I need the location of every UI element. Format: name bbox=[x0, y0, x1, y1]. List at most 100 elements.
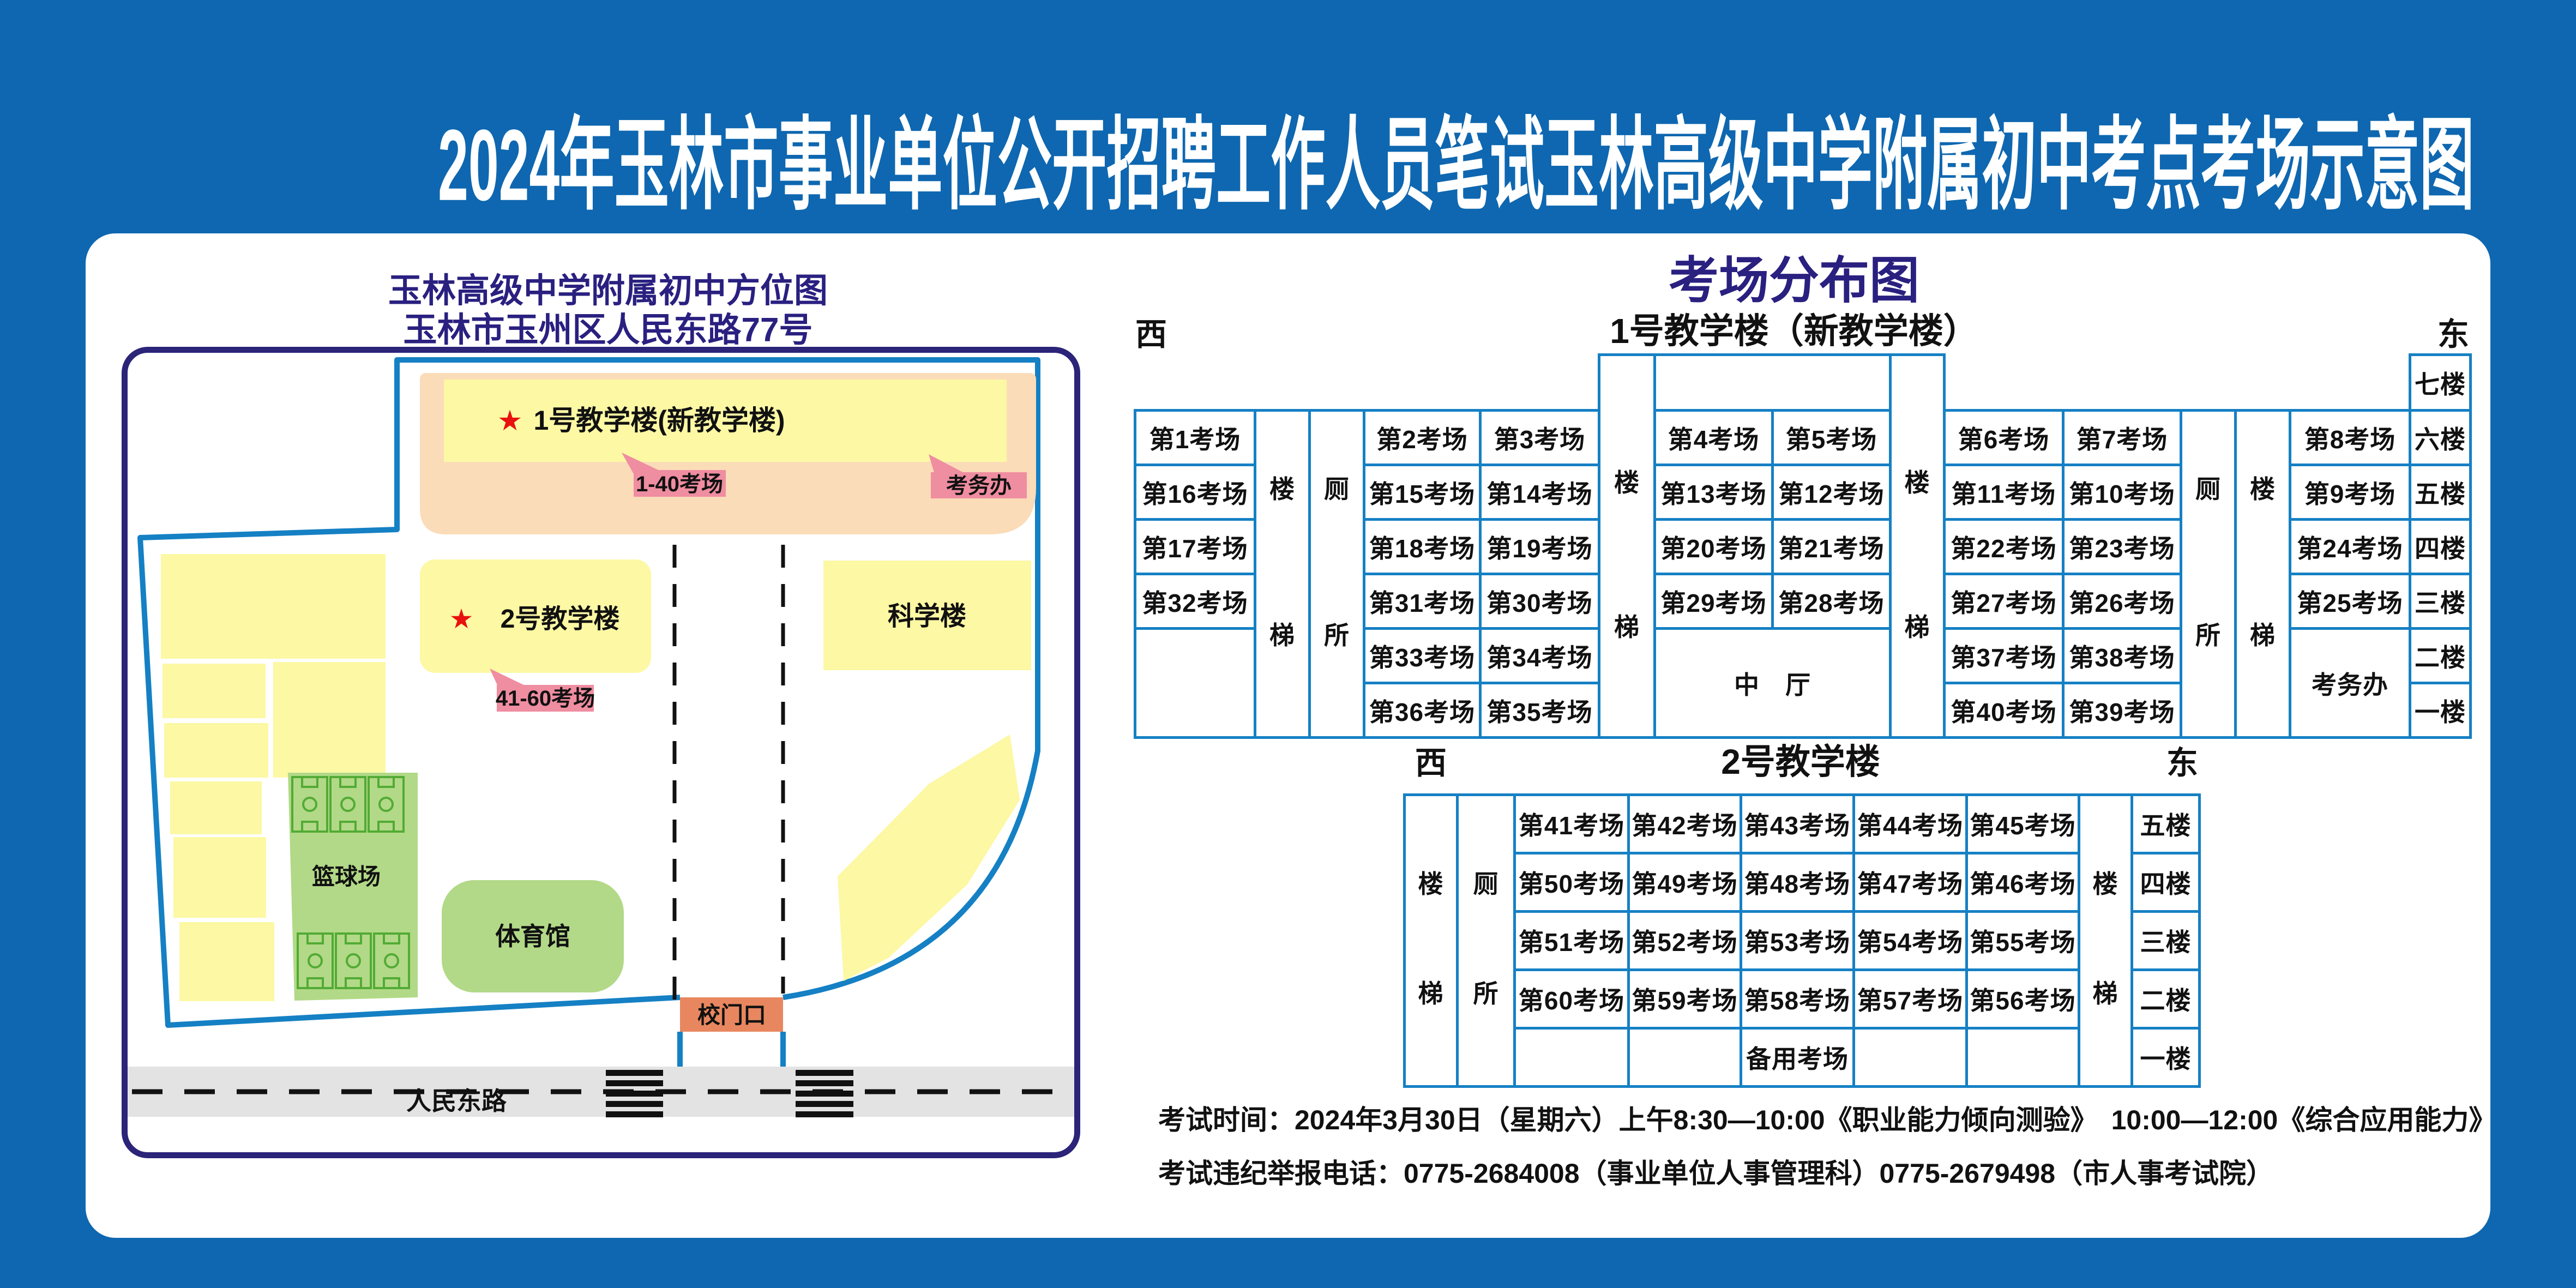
room-cell: 第19考场 bbox=[1479, 518, 1600, 575]
building2-label: 2号教学楼 bbox=[501, 605, 620, 634]
basketball-court-icon bbox=[335, 932, 372, 989]
floor-label: 四楼 bbox=[2409, 518, 2472, 575]
floor-label: 二楼 bbox=[2409, 627, 2472, 684]
room-cell: 第60考场 bbox=[1513, 968, 1630, 1030]
room-cell: 第7考场 bbox=[2062, 409, 2182, 466]
building-block bbox=[162, 664, 266, 718]
room-cell: 第15考场 bbox=[1363, 464, 1482, 521]
school-gate-label: 校门口 bbox=[697, 1002, 766, 1028]
room-cell: 第58考场 bbox=[1740, 968, 1855, 1030]
vertical-char: 所 bbox=[1473, 979, 1499, 1008]
room-cell: 第2考场 bbox=[1363, 409, 1482, 466]
vertical-char: 楼 bbox=[2092, 869, 2118, 898]
road-name-label: 人民东路 bbox=[406, 1087, 507, 1115]
room-cell: 第26考场 bbox=[2062, 573, 2182, 630]
room-cell: 第34考场 bbox=[1479, 627, 1600, 684]
vertical-char: 厕 bbox=[1324, 475, 1350, 503]
building-block bbox=[273, 662, 386, 778]
room-cell: 第25考场 bbox=[2289, 573, 2411, 630]
exam-time-info: 考试时间：2024年3月30日（星期六）上午8:30—10:00《职业能力倾向测… bbox=[1158, 1105, 2496, 1135]
room-cell: 第37考场 bbox=[1943, 627, 2065, 684]
room-cell: 第36考场 bbox=[1363, 682, 1482, 739]
room-cell: 第45考场 bbox=[1965, 793, 2080, 854]
school-gate-box bbox=[680, 997, 783, 1032]
rooms-1-40-label-box bbox=[634, 470, 726, 497]
room-cell: 第11考场 bbox=[1943, 464, 2065, 521]
building2-table-title: 2号教学楼 bbox=[1721, 742, 1880, 781]
room-cell: 第4考场 bbox=[1653, 409, 1774, 466]
basketball-label: 篮球场 bbox=[312, 864, 381, 889]
distribution-title: 考场分布图 bbox=[1668, 253, 1919, 309]
room-cell: 第47考场 bbox=[1852, 852, 1968, 913]
callout-wedge bbox=[490, 669, 532, 689]
floor-label: 四楼 bbox=[2130, 852, 2201, 913]
floor-label: 三楼 bbox=[2130, 910, 2201, 971]
floor-label: 二楼 bbox=[2130, 968, 2201, 1030]
vertical-char: 楼 bbox=[1418, 869, 1444, 898]
floor-label: 一楼 bbox=[2130, 1027, 2201, 1088]
map-title-line2: 玉林市玉州区人民东路77号 bbox=[403, 311, 813, 349]
floor-label: 五楼 bbox=[2409, 464, 2472, 521]
building2-rect bbox=[420, 559, 651, 673]
room-cell: 第43考场 bbox=[1740, 793, 1855, 854]
empty-room-cell bbox=[1627, 1027, 1742, 1088]
room-cell: 第16考场 bbox=[1134, 464, 1256, 521]
campus-boundary bbox=[137, 357, 1040, 1028]
vertical-char: 楼 bbox=[1269, 475, 1295, 503]
vertical-char: 所 bbox=[2195, 621, 2221, 649]
zebra-crossing bbox=[606, 1070, 663, 1117]
vertical-char: 厕 bbox=[1473, 869, 1499, 898]
star-icon: ★ bbox=[497, 405, 523, 437]
science-building-rect bbox=[823, 561, 1031, 670]
stair-tower-east: 楼梯 bbox=[1889, 353, 1946, 739]
room-cell: 第24考场 bbox=[2289, 518, 2411, 575]
room-cell: 第44考场 bbox=[1852, 793, 1968, 854]
building-block bbox=[179, 922, 274, 1001]
room-cell: 第28考场 bbox=[1771, 573, 1892, 630]
rooms-41-60-label: 41-60考场 bbox=[496, 687, 595, 711]
room-cell: 第33考场 bbox=[1363, 627, 1482, 684]
room-cell: 第46考场 bbox=[1965, 852, 2080, 913]
empty-room-cell bbox=[1513, 1027, 1630, 1088]
room-cell: 第13考场 bbox=[1653, 464, 1774, 521]
room-cell: 第50考场 bbox=[1513, 852, 1630, 913]
room-cell: 第48考场 bbox=[1740, 852, 1855, 913]
room-cell: 第5考场 bbox=[1771, 409, 1892, 466]
building1-label: 1号教学楼(新教学楼) bbox=[533, 405, 785, 436]
room-cell: 第30考场 bbox=[1479, 573, 1600, 630]
vertical-char: 梯 bbox=[1904, 612, 1930, 641]
room-cell: 第55考场 bbox=[1965, 910, 2080, 971]
west-label-b1: 西 bbox=[1135, 317, 1167, 352]
report-phone-info: 考试违纪举报电话：0775-2684008（事业单位人事管理科）0775-267… bbox=[1158, 1158, 2274, 1189]
basketball-court-icon bbox=[329, 776, 366, 833]
floor-label: 六楼 bbox=[2409, 409, 2472, 466]
room-cell: 第27考场 bbox=[1943, 573, 2065, 630]
toilet-west: 厕所 bbox=[1308, 409, 1365, 739]
basketball-court-icon bbox=[368, 776, 405, 833]
room-cell: 第59考场 bbox=[1627, 968, 1742, 1030]
building-block bbox=[170, 781, 262, 834]
floor-label: 一楼 bbox=[2409, 682, 2472, 739]
empty-room-cell bbox=[1852, 1027, 1968, 1088]
room-cell: 第49考场 bbox=[1627, 852, 1742, 913]
room-cell: 第6考场 bbox=[1943, 409, 2065, 466]
rooms-1-40-label: 1-40考场 bbox=[636, 472, 723, 496]
stairs-east: 楼梯 bbox=[2234, 409, 2291, 739]
empty-room-cell bbox=[1965, 1027, 2080, 1088]
exam-office-label: 考务办 bbox=[946, 474, 1012, 498]
map-title-line1: 玉林高级中学附属初中方位图 bbox=[388, 272, 828, 310]
vertical-char: 楼 bbox=[2250, 475, 2276, 503]
room-cell: 第14考场 bbox=[1479, 464, 1600, 521]
east-label-b2: 东 bbox=[2166, 745, 2198, 781]
room-cell: 第9考场 bbox=[2289, 464, 2411, 521]
vertical-char: 所 bbox=[1324, 621, 1350, 649]
exam-office-cell: 考务办 bbox=[2289, 627, 2411, 739]
floor-label: 五楼 bbox=[2130, 793, 2201, 854]
vertical-char: 梯 bbox=[1269, 621, 1295, 649]
central-hall-cell: 中 厅 bbox=[1653, 627, 1892, 739]
room-cell: 第54考场 bbox=[1852, 910, 1968, 971]
room-cell: 第3考场 bbox=[1479, 409, 1600, 466]
gymnasium-label: 体育馆 bbox=[495, 922, 570, 950]
room-cell: 第29考场 bbox=[1653, 573, 1774, 630]
vertical-char: 梯 bbox=[1418, 979, 1444, 1008]
